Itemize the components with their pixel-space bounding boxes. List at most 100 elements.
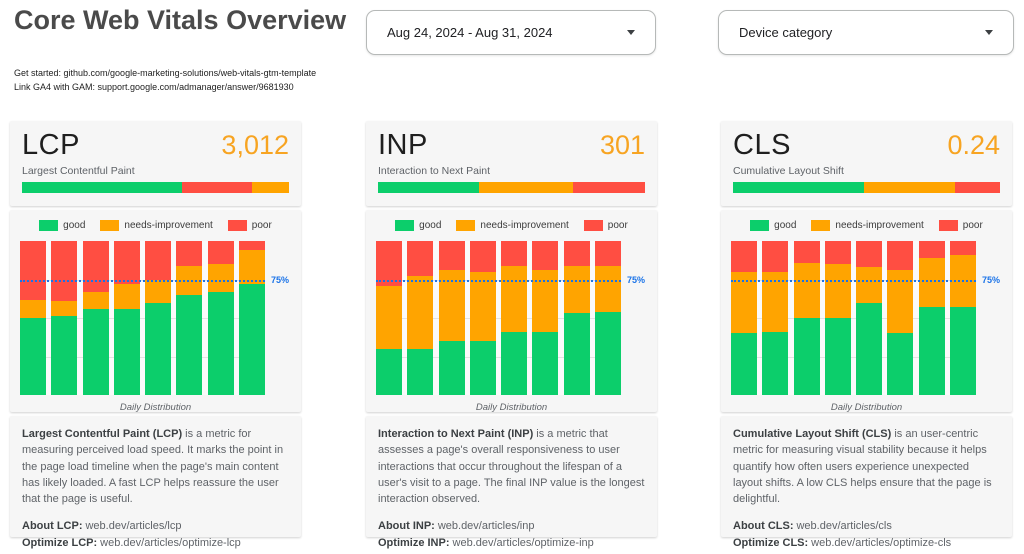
about-link[interactable]: web.dev/articles/cls	[796, 520, 892, 533]
bar-segment-good	[949, 307, 976, 395]
metric-card-cls: CLS 0.24 Cumulative Layout Shift good ne…	[721, 121, 1012, 549]
bar-segment-good	[762, 331, 789, 395]
daily-bar[interactable]	[856, 241, 883, 395]
bar-segment-poor	[762, 241, 789, 272]
daily-bar[interactable]	[176, 241, 203, 395]
about-link[interactable]: web.dev/articles/inp	[437, 520, 535, 533]
chevron-down-icon	[985, 30, 993, 35]
daily-bar[interactable]	[501, 241, 528, 395]
bar-segment-needs_improvement	[594, 265, 621, 312]
legend-item-needs-improvement: needs-improvement	[100, 219, 213, 231]
target-75-label: 75%	[626, 274, 645, 285]
daily-bar[interactable]	[824, 241, 851, 395]
metric-name: CLS	[733, 129, 791, 161]
stacked-bar-chart[interactable]: 75%	[731, 241, 1000, 395]
bar-segment-good	[563, 313, 590, 395]
legend-item-poor: poor	[938, 219, 983, 231]
daily-bar[interactable]	[731, 241, 757, 395]
optimize-line: Optimize LCP: web.dev/articles/optimize-l…	[22, 536, 241, 549]
daily-bar[interactable]	[207, 241, 234, 395]
stacked-bar-chart[interactable]: 75%	[20, 241, 289, 395]
stacked-bar-chart[interactable]: 75%	[376, 241, 645, 395]
bars-container	[731, 241, 976, 395]
legend-item-good: good	[395, 219, 441, 231]
bar-segment-poor	[793, 241, 820, 263]
bar-segment-good	[145, 302, 172, 395]
gridline	[20, 318, 265, 319]
bar-segment-good	[82, 308, 109, 395]
bar-segment-poor	[594, 241, 621, 266]
poor-color-chip	[227, 219, 247, 231]
daily-bar[interactable]	[376, 241, 402, 395]
daily-bar[interactable]	[407, 241, 434, 395]
about-line: About CLS: web.dev/articles/cls	[733, 520, 892, 533]
daily-bar[interactable]	[793, 241, 820, 395]
bar-segment-poor	[532, 241, 559, 271]
bar-segment-poor	[731, 241, 757, 272]
optimize-link[interactable]: web.dev/articles/optimize-lcp	[100, 536, 241, 549]
bar-segment-needs_improvement	[469, 271, 496, 342]
gridline	[731, 318, 976, 319]
bar-segment-needs_improvement	[238, 250, 265, 285]
metric-subtitle: Cumulative Layout Shift	[733, 165, 844, 177]
bar-segment-good	[469, 341, 496, 395]
bars-container	[376, 241, 621, 395]
bar-segment-good	[532, 331, 559, 395]
bar-segment-good	[501, 331, 528, 395]
daily-bar[interactable]	[887, 241, 914, 395]
bar-segment-good	[918, 307, 945, 395]
good-color-chip	[395, 219, 415, 231]
page-links: Get started: github.com/google-marketing…	[14, 66, 316, 94]
link-ga4-gam-link[interactable]: Link GA4 with GAM: support.google.com/ad…	[14, 82, 294, 92]
chart-legend: good needs-improvement poor	[10, 219, 301, 231]
daily-bar[interactable]	[532, 241, 559, 395]
bar-segment-poor	[113, 241, 140, 285]
daily-bar[interactable]	[469, 241, 496, 395]
poor-color-chip	[938, 219, 958, 231]
metric-description: Cumulative Layout Shift (CLS) is an user…	[733, 428, 992, 506]
bar-segment-poor	[207, 241, 234, 265]
x-axis-caption: Daily Distribution	[830, 402, 903, 413]
daily-bar[interactable]	[594, 241, 621, 395]
gridline	[376, 318, 621, 319]
daily-bar[interactable]	[949, 241, 976, 395]
bar-segment-poor	[563, 241, 590, 266]
device-category-value: Device category	[739, 25, 833, 40]
daily-bar[interactable]	[762, 241, 789, 395]
daily-bar[interactable]	[82, 241, 109, 395]
daily-bar[interactable]	[113, 241, 140, 395]
daily-bar[interactable]	[20, 241, 46, 395]
daily-bar[interactable]	[918, 241, 945, 395]
daily-bar[interactable]	[438, 241, 465, 395]
daily-bar[interactable]	[51, 241, 78, 395]
bar-segment-needs_improvement	[207, 264, 234, 292]
bar-segment-good	[176, 294, 203, 395]
bar-segment-poor	[824, 241, 851, 265]
date-range-filter[interactable]: Aug 24, 2024 - Aug 31, 2024	[366, 10, 656, 55]
needs-improvement-color-chip	[100, 219, 120, 231]
daily-bar[interactable]	[238, 241, 265, 395]
device-category-filter[interactable]: Device category	[718, 10, 1014, 55]
bar-segment-poor	[145, 241, 172, 280]
inp-chart-panel: good needs-improvement poor 75% Daily Di…	[366, 210, 657, 413]
distribution-gauge	[733, 182, 1000, 193]
bar-segment-needs_improvement	[113, 284, 140, 309]
optimize-link[interactable]: web.dev/articles/optimize-cls	[811, 536, 952, 549]
optimize-link[interactable]: web.dev/articles/optimize-inp	[452, 536, 594, 549]
daily-bar[interactable]	[145, 241, 172, 395]
target-75-line	[731, 279, 976, 282]
chart-plot-area	[731, 241, 976, 395]
gauge-segment-needs_improvement	[479, 182, 573, 193]
metric-card-inp: INP 301 Interaction to Next Paint good n…	[366, 121, 657, 549]
lcp-description-panel: Largest Contentful Paint (LCP) is a metr…	[10, 416, 301, 549]
bar-segment-poor	[82, 241, 109, 292]
bar-segment-needs_improvement	[407, 276, 434, 349]
cls-description-panel: Cumulative Layout Shift (CLS) is an user…	[721, 416, 1012, 549]
get-started-link[interactable]: Get started: github.com/google-marketing…	[14, 68, 317, 78]
about-link[interactable]: web.dev/articles/lcp	[85, 520, 182, 533]
gauge-segment-needs_improvement	[863, 182, 955, 193]
daily-bar[interactable]	[563, 241, 590, 395]
bar-segment-needs_improvement	[793, 262, 820, 318]
bar-segment-poor	[501, 241, 528, 266]
